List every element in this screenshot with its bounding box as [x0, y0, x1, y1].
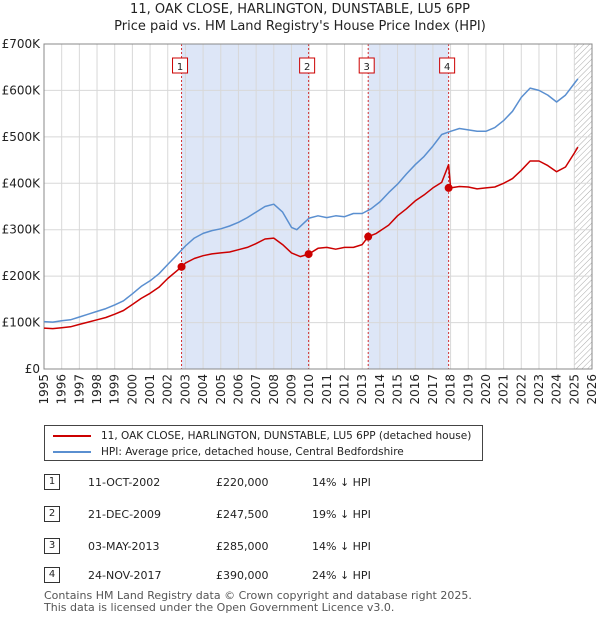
legend-label-hpi: HPI: Average price, detached house, Cent…	[101, 446, 404, 458]
y-tick-label: £300K	[2, 223, 42, 237]
x-tick-label: 2013	[355, 374, 369, 405]
x-tick-label: 2024	[550, 374, 564, 405]
property-price-line	[43, 146, 579, 330]
x-tick-label: 2006	[231, 374, 245, 405]
price-chart: £0 £100K £200K £300K £400K £500K £600K £700K 199…	[2, 37, 599, 405]
plot-frame	[43, 43, 593, 370]
x-tick-label: 2019	[461, 374, 475, 405]
sale-price: £220,000	[216, 476, 269, 489]
sale-number: 4	[44, 567, 60, 583]
sale-price: £390,000	[216, 569, 269, 582]
legend-item-hpi: HPI: Average price, detached house, Cent…	[53, 445, 404, 459]
x-tick-label: 2018	[444, 374, 458, 405]
sale-point	[444, 183, 453, 192]
x-tick-label: 1995	[37, 374, 51, 405]
sale-period-shade	[181, 44, 309, 369]
sale-number: 2	[44, 506, 60, 522]
chart-subtitle: Price paid vs. HM Land Registry's House …	[114, 19, 486, 34]
x-tick-label: 2001	[143, 374, 157, 405]
y-tick-label: £700K	[2, 37, 42, 51]
x-tick-label: 1997	[72, 374, 86, 405]
chart-title: 11, OAK CLOSE, HARLINGTON, DUNSTABLE, LU…	[130, 2, 470, 17]
y-tick-label: £400K	[2, 176, 42, 190]
legend: 11, OAK CLOSE, HARLINGTON, DUNSTABLE, LU…	[44, 425, 483, 461]
hpi-line	[43, 78, 579, 323]
sale-number-box	[439, 57, 456, 74]
x-tick-label: 2015	[391, 374, 405, 405]
x-tick-label: 2004	[196, 374, 210, 405]
sale-number: 3	[44, 538, 60, 554]
x-tick-label: 2008	[267, 374, 281, 405]
x-tick-label: 1996	[55, 374, 69, 405]
sale-row: 1 11-OCT-2002 £220,000 14% ↓ HPI	[44, 474, 564, 492]
sale-hpi-diff: 14% ↓ HPI	[312, 476, 371, 489]
x-tick-label: 2012	[338, 374, 352, 405]
sale-number: 1	[44, 474, 60, 490]
x-tick-label: 2003	[178, 374, 192, 405]
footer-copyright: Contains HM Land Registry data © Crown c…	[44, 589, 472, 602]
sale-number-label: 1	[177, 62, 183, 73]
legend-swatch-hpi	[53, 451, 91, 453]
sale-number-box	[172, 57, 189, 74]
x-tick-label: 2010	[302, 374, 316, 405]
sale-date: 21-DEC-2009	[88, 508, 162, 521]
x-tick-label: 1999	[108, 374, 122, 405]
y-tick-label: £600K	[2, 83, 42, 97]
y-tick-label: £200K	[2, 269, 42, 283]
y-tick-label: £100K	[2, 316, 42, 330]
sale-number-box	[299, 57, 316, 74]
sale-point	[364, 232, 373, 241]
x-tick-label: 2022	[514, 374, 528, 405]
footer-licence: This data is licensed under the Open Gov…	[44, 601, 395, 614]
sale-date: 11-OCT-2002	[88, 476, 161, 489]
x-tick-label: 2026	[585, 374, 599, 405]
x-tick-label: 2014	[373, 374, 387, 405]
sale-number-label: 2	[304, 62, 310, 73]
forecast-hatch	[574, 44, 592, 369]
sale-row: 3 03-MAY-2013 £285,000 14% ↓ HPI	[44, 538, 564, 556]
sale-row: 2 21-DEC-2009 £247,500 19% ↓ HPI	[44, 506, 564, 524]
x-tick-label: 2011	[320, 374, 334, 405]
sale-hpi-diff: 19% ↓ HPI	[312, 508, 371, 521]
x-tick-label: 2000	[125, 374, 139, 405]
x-tick-label: 2016	[408, 374, 422, 405]
sale-price: £285,000	[216, 540, 269, 553]
sale-hpi-diff: 14% ↓ HPI	[312, 540, 371, 553]
legend-item-property: 11, OAK CLOSE, HARLINGTON, DUNSTABLE, LU…	[53, 429, 471, 443]
x-tick-label: 2007	[249, 374, 263, 405]
sale-hpi-diff: 24% ↓ HPI	[312, 569, 371, 582]
sale-number-box	[358, 57, 375, 74]
sale-point	[304, 250, 313, 259]
x-tick-label: 2005	[214, 374, 228, 405]
x-tick-label: 2009	[284, 374, 298, 405]
sale-point	[177, 262, 186, 271]
legend-swatch-property	[53, 435, 91, 437]
y-tick-label: £0	[25, 362, 40, 376]
legend-label-property: 11, OAK CLOSE, HARLINGTON, DUNSTABLE, LU…	[101, 430, 472, 442]
y-tick-label: £500K	[2, 130, 42, 144]
x-tick-label: 2020	[479, 374, 493, 405]
sale-row: 4 24-NOV-2017 £390,000 24% ↓ HPI	[44, 567, 564, 585]
sale-date: 24-NOV-2017	[88, 569, 162, 582]
x-tick-label: 2025	[567, 374, 581, 405]
sale-price: £247,500	[216, 508, 269, 521]
sale-number-label: 3	[364, 62, 370, 73]
x-tick-label: 2002	[161, 374, 175, 405]
x-tick-label: 1998	[90, 374, 104, 405]
sale-date: 03-MAY-2013	[88, 540, 160, 553]
x-tick-label: 2017	[426, 374, 440, 405]
sale-number-label: 4	[444, 62, 450, 73]
x-tick-label: 2021	[497, 374, 511, 405]
x-tick-label: 2023	[532, 374, 546, 405]
